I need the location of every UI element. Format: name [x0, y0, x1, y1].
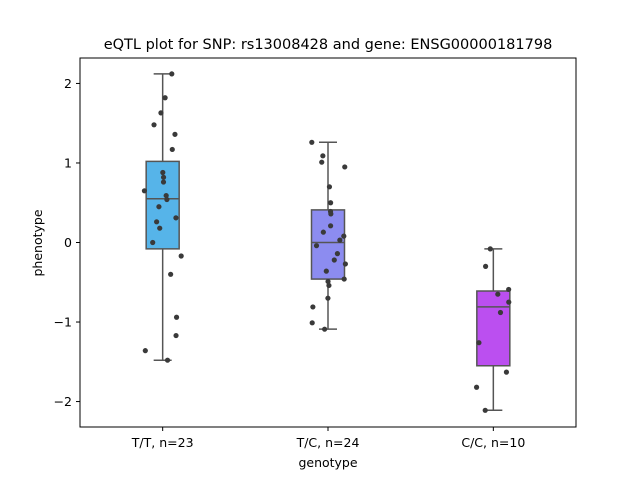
data-point	[163, 192, 169, 199]
plot-area	[141, 71, 512, 413]
data-point	[141, 188, 148, 194]
data-point	[325, 295, 331, 301]
data-point	[160, 179, 167, 185]
data-point	[341, 276, 347, 282]
data-point	[173, 332, 179, 339]
data-point	[495, 291, 501, 297]
data-point	[169, 71, 175, 77]
data-point	[156, 204, 162, 210]
data-point	[506, 299, 512, 305]
data-point	[487, 246, 493, 252]
data-point	[178, 253, 184, 259]
chart-title: eQTL plot for SNP: rs13008428 and gene: …	[104, 37, 553, 53]
x-tick-label: T/C, n=24	[296, 435, 360, 450]
data-point	[323, 268, 329, 274]
data-point	[160, 174, 167, 180]
data-point	[142, 348, 148, 354]
data-point	[482, 407, 488, 413]
data-point	[150, 239, 156, 246]
data-point	[309, 139, 315, 145]
y-tick-label: 2	[64, 76, 72, 91]
x-tick-label: C/C, n=10	[461, 435, 525, 450]
y-tick-label: 1	[64, 155, 72, 170]
data-point	[342, 261, 348, 267]
data-point	[162, 95, 168, 101]
data-point	[327, 223, 334, 229]
data-point	[482, 263, 489, 269]
y-tick-label: 0	[64, 235, 72, 250]
data-point	[173, 314, 180, 320]
data-point	[310, 304, 316, 310]
data-point	[503, 369, 510, 375]
data-point	[328, 211, 334, 217]
y-tick-label: −1	[54, 315, 72, 330]
data-point	[322, 326, 328, 332]
x-tick-label: T/T, n=23	[131, 435, 194, 450]
data-point	[320, 153, 326, 159]
data-point	[173, 215, 179, 221]
data-point	[326, 282, 332, 289]
data-point	[309, 320, 315, 326]
data-point	[341, 233, 347, 239]
data-point	[325, 278, 331, 285]
data-point	[154, 219, 160, 225]
data-point	[506, 286, 512, 293]
x-axis: T/T, n=23 T/C, n=24 C/C, n=10	[131, 427, 525, 450]
data-point	[328, 200, 334, 206]
x-axis-label: genotype	[298, 455, 357, 470]
data-point	[320, 229, 326, 235]
box-body	[476, 290, 511, 367]
data-point	[334, 251, 341, 257]
data-point	[151, 122, 157, 128]
data-point	[164, 357, 171, 363]
data-point	[172, 131, 178, 137]
data-point	[157, 225, 163, 231]
data-point	[313, 243, 320, 249]
y-tick-label: −2	[54, 394, 72, 409]
data-point	[164, 196, 170, 203]
box-group	[141, 71, 184, 363]
data-point	[337, 237, 343, 243]
data-point	[158, 110, 164, 116]
data-point	[331, 257, 337, 263]
y-axis: −2 −1 0 1 2	[54, 76, 80, 409]
box-group	[473, 246, 512, 413]
data-point	[473, 384, 480, 390]
data-point	[160, 169, 166, 176]
data-point	[319, 159, 325, 165]
data-point	[326, 184, 333, 190]
data-point	[169, 146, 175, 153]
data-point	[342, 164, 348, 170]
data-point	[168, 271, 174, 277]
y-axis-label: phenotype	[30, 209, 45, 276]
data-point	[476, 340, 482, 346]
box-group	[309, 139, 348, 332]
data-point	[497, 309, 504, 316]
